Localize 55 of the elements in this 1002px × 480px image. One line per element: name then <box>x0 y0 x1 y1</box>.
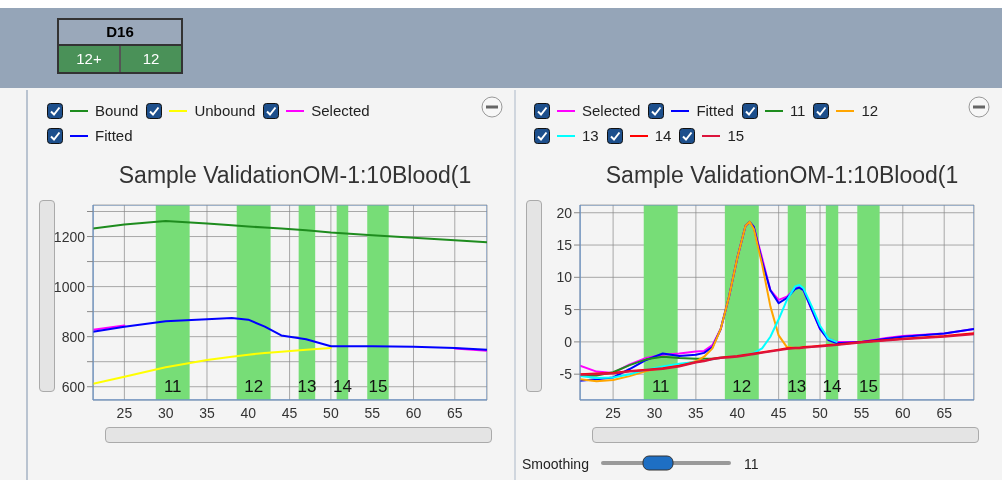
x-tick-label: 65 <box>447 404 463 421</box>
band-label: 11 <box>651 377 670 396</box>
x-tick-label: 30 <box>646 404 663 421</box>
text: 12+ <box>59 46 119 72</box>
legend-label: Fitted <box>696 102 734 119</box>
x-tick-label: 40 <box>729 404 746 421</box>
x-tick-label: 50 <box>323 404 339 421</box>
y-tick-label: 0 <box>564 333 573 350</box>
x-tick-label: 25 <box>605 404 622 421</box>
legend-label: 14 <box>654 127 672 144</box>
x-tick-label: 35 <box>199 404 215 421</box>
legend-label: 13 <box>582 127 599 144</box>
y-tick-label: 800 <box>61 328 86 345</box>
legend-label: Unbound <box>194 102 256 119</box>
band-label: 15 <box>859 377 878 396</box>
y-tick-label: 20 <box>556 204 573 221</box>
x-tick-label: 45 <box>770 404 787 421</box>
text: 11 <box>743 456 759 472</box>
band-label: 13 <box>787 377 807 396</box>
y-tick-label: -5 <box>559 366 573 383</box>
x-tick-label: 60 <box>895 404 911 421</box>
legend-label: 12 <box>861 102 879 119</box>
text: D16 <box>59 20 181 46</box>
y-tick-label: 1200 <box>53 228 86 245</box>
x-tick-label: 55 <box>364 404 381 421</box>
legend-label: 15 <box>727 127 745 144</box>
x-tick-label: 55 <box>853 404 870 421</box>
x-tick-label: 50 <box>812 404 829 421</box>
x-tick-label: 45 <box>281 404 298 421</box>
legend-label: Selected <box>582 102 641 119</box>
x-tick-label: 35 <box>688 404 704 421</box>
band-label: 12 <box>732 377 752 396</box>
x-tick-label: 60 <box>405 404 422 421</box>
band-label: 13 <box>297 377 317 396</box>
x-tick-label: 40 <box>240 404 257 421</box>
y-tick-label: 5 <box>564 301 573 318</box>
legend-label: Fitted <box>95 127 133 144</box>
x-tick-label: 30 <box>157 404 174 421</box>
y-tick-label: 15 <box>556 237 573 253</box>
band-label: 14 <box>332 377 352 396</box>
y-tick-label: 10 <box>556 269 573 286</box>
band-label: 12 <box>244 377 264 396</box>
y-tick-label: 1000 <box>53 278 86 295</box>
chart-title: Sample ValidationOM-1:10Blood(1 <box>604 162 960 189</box>
band-label: 15 <box>368 377 388 396</box>
text: Smoothing <box>522 456 589 472</box>
x-tick-label: 65 <box>936 404 953 421</box>
text: 12 <box>119 46 181 72</box>
chart-title: Sample ValidationOM-1:10Blood(1 <box>117 162 473 189</box>
legend-label: 11 <box>789 102 806 119</box>
legend-label: Selected <box>311 102 370 119</box>
x-tick-label: 25 <box>116 404 133 421</box>
legend-label: Bound <box>95 102 139 119</box>
band-label: 11 <box>163 377 182 396</box>
y-tick-label: 600 <box>61 378 86 395</box>
